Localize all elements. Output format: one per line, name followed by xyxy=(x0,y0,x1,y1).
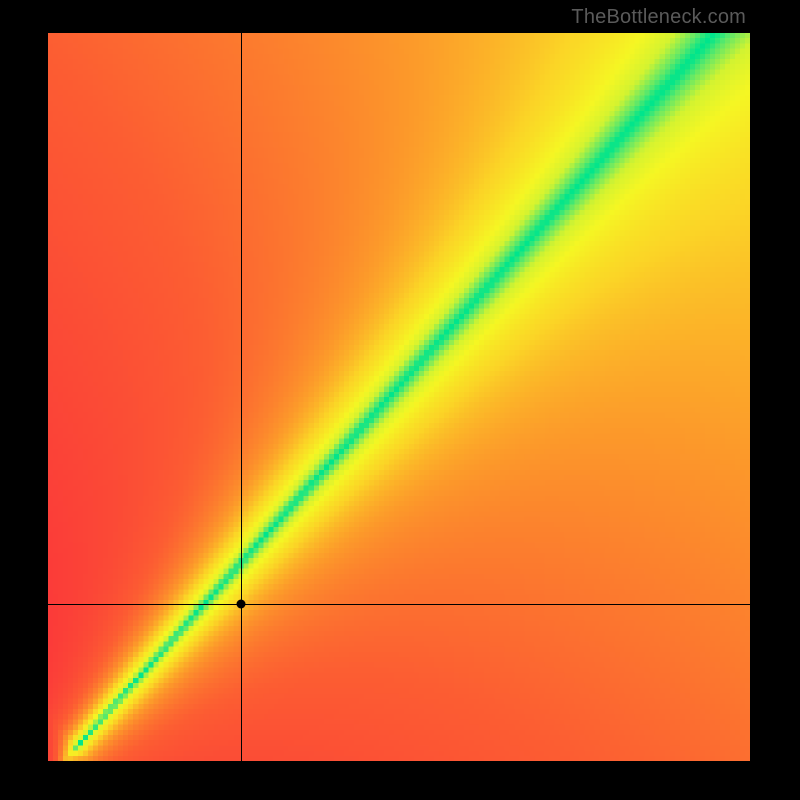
heatmap-plot-region xyxy=(48,33,750,761)
heatmap-canvas xyxy=(48,33,750,761)
crosshair-vertical xyxy=(241,33,242,761)
crosshair-marker xyxy=(237,600,246,609)
watermark-text: TheBottleneck.com xyxy=(571,6,746,29)
crosshair-horizontal xyxy=(48,604,750,605)
